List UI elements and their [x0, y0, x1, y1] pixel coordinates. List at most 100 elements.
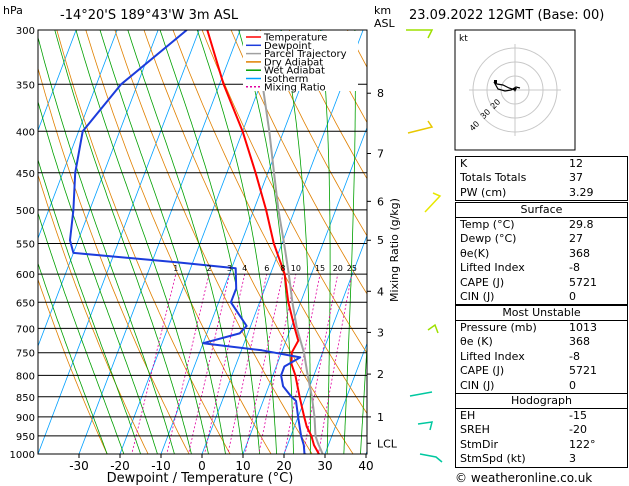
- wind-barb: [406, 29, 434, 39]
- location-title: -14°20'S 189°43'W 3m ASL: [60, 8, 239, 23]
- mixing-ratio-line: [166, 274, 210, 454]
- wind-barb: [419, 453, 443, 463]
- legend-background: [243, 31, 358, 91]
- wet-adiabat-line: [38, 262, 108, 454]
- row-value: 1013: [569, 321, 597, 334]
- dry-adiabat-line: [38, 173, 149, 454]
- series-parcel-trajectory: [255, 30, 324, 454]
- x-tick-label: 40: [358, 459, 373, 473]
- dry-adiabat-line: [172, 30, 367, 415]
- legend-label: Isotherm: [264, 74, 308, 85]
- row-value: 368: [569, 335, 590, 349]
- row-label: PW (cm): [460, 185, 507, 199]
- pressure-tick-label: 800: [16, 371, 35, 382]
- row-label: EH: [460, 409, 476, 422]
- km-axis-unit: km: [374, 4, 391, 17]
- isotherm-line: [283, 234, 367, 454]
- pressure-tick-label: 850: [16, 393, 35, 404]
- legend-label: Dry Adiabat: [264, 57, 323, 68]
- dry-adiabat-line: [114, 30, 313, 454]
- row-value: 5721: [569, 364, 597, 378]
- row-label: StmSpd (kt): [460, 452, 526, 466]
- table-row: SREH -20: [456, 423, 627, 437]
- row-value: 0: [569, 290, 576, 304]
- mixing-ratio-label: 10: [291, 264, 301, 273]
- row-label: θe (K): [460, 335, 493, 349]
- asl-axis-unit: ASL: [374, 17, 396, 30]
- table-row: Pressure (mb) 1013: [456, 321, 627, 336]
- row-label: Lifted Index: [460, 261, 525, 275]
- hodograph-table: EH -15 SREH -20 StmDir 122° StmSpd (kt) 3: [456, 408, 627, 467]
- isotherm-line: [201, 30, 364, 454]
- row-label: θe(K): [460, 246, 490, 260]
- surface-panel: Surface Temp (°C) 29.8 Dewp (°C) 27 θe(K) 368…: [455, 202, 628, 306]
- row-label: CAPE (J): [460, 364, 505, 378]
- km-tick-label: 6: [377, 195, 384, 208]
- pressure-tick-label: 450: [16, 169, 35, 180]
- hodograph: kt 40 30 20: [454, 29, 576, 151]
- wet-adiabat-lines: [38, 30, 367, 454]
- x-tick-label: 30: [317, 459, 332, 473]
- table-row: Totals Totals 37: [456, 171, 627, 185]
- pressure-tick-label: 500: [16, 206, 35, 217]
- hodograph-unit: kt: [459, 34, 468, 44]
- km-tick-label: 1: [377, 411, 384, 424]
- mixing-ratio-lines: [131, 274, 353, 454]
- isotherm-line: [38, 30, 118, 240]
- wet-adiabat-line: [99, 30, 226, 454]
- table-row: CAPE (J) 5721: [456, 276, 627, 290]
- isotherm-line: [38, 30, 200, 454]
- mixing-ratio-label: 20: [333, 264, 343, 273]
- row-value: 29.8: [569, 218, 594, 231]
- dry-adiabat-line: [85, 30, 272, 454]
- table-row: Lifted Index -8: [456, 350, 627, 364]
- isotherm-line: [119, 30, 282, 454]
- legend-label: Dewpoint: [264, 41, 312, 52]
- wet-adiabat-line: [38, 158, 142, 454]
- x-tick-label: -20: [110, 459, 130, 473]
- isotherm-line: [0, 30, 35, 471]
- wet-adiabat-line: [196, 30, 278, 454]
- hodograph-title: Hodograph: [511, 394, 572, 407]
- km-tick-label: 3: [377, 326, 384, 339]
- row-value: 37: [569, 171, 583, 185]
- pressure-tick-label: 700: [16, 324, 35, 335]
- mixing-ratio-label: 4: [242, 264, 247, 273]
- table-row: Lifted Index -8: [456, 261, 627, 275]
- legend-label: Wet Adiabat: [264, 66, 325, 77]
- mixing-ratio-label: 3: [227, 264, 232, 273]
- km-tick-label: LCL: [377, 437, 398, 450]
- mixing-ratio-line: [204, 274, 246, 454]
- x-tick-label: 10: [235, 459, 250, 473]
- table-row: CAPE (J) 5721: [456, 364, 627, 378]
- row-label: SREH: [460, 423, 490, 437]
- footer-credit: © weatheronline.co.uk: [455, 471, 592, 485]
- wind-barb: [409, 391, 433, 397]
- pressure-tick-label: 1000: [10, 450, 35, 461]
- x-tick-label: -30: [69, 459, 89, 473]
- row-value: -8: [569, 261, 580, 275]
- x-tick-label: -10: [151, 459, 171, 473]
- wet-adiabat-line: [38, 36, 175, 454]
- wet-adiabat-line: [360, 340, 367, 454]
- isotherm-line: [160, 30, 323, 454]
- indices-table: K 12 Totals Totals 37 PW (cm) 3.29: [456, 157, 627, 200]
- mixing-ratio-label: 15: [315, 264, 325, 273]
- y-axis-right-title: Mixing Ratio (g/kg): [388, 198, 401, 302]
- dry-adiabat-line: [56, 30, 231, 454]
- table-row: StmDir 122°: [456, 438, 627, 452]
- pressure-tick-label: 350: [16, 80, 35, 91]
- mixing-ratio-label: 25: [347, 264, 357, 273]
- indices-panel: K 12 Totals Totals 37 PW (cm) 3.29: [455, 156, 628, 202]
- legend-label: Parcel Trajectory: [264, 49, 347, 60]
- km-tick-label: 2: [377, 368, 384, 381]
- row-value: 122°: [569, 437, 596, 451]
- row-label: CAPE (J): [460, 275, 505, 289]
- pressure-tick-label: 750: [16, 349, 35, 360]
- row-value: 0: [569, 378, 576, 392]
- storm-motion-marker: [513, 88, 517, 92]
- dry-adiabat-line: [230, 30, 367, 295]
- wet-adiabat-line: [280, 30, 311, 454]
- series-temperature: [206, 30, 322, 454]
